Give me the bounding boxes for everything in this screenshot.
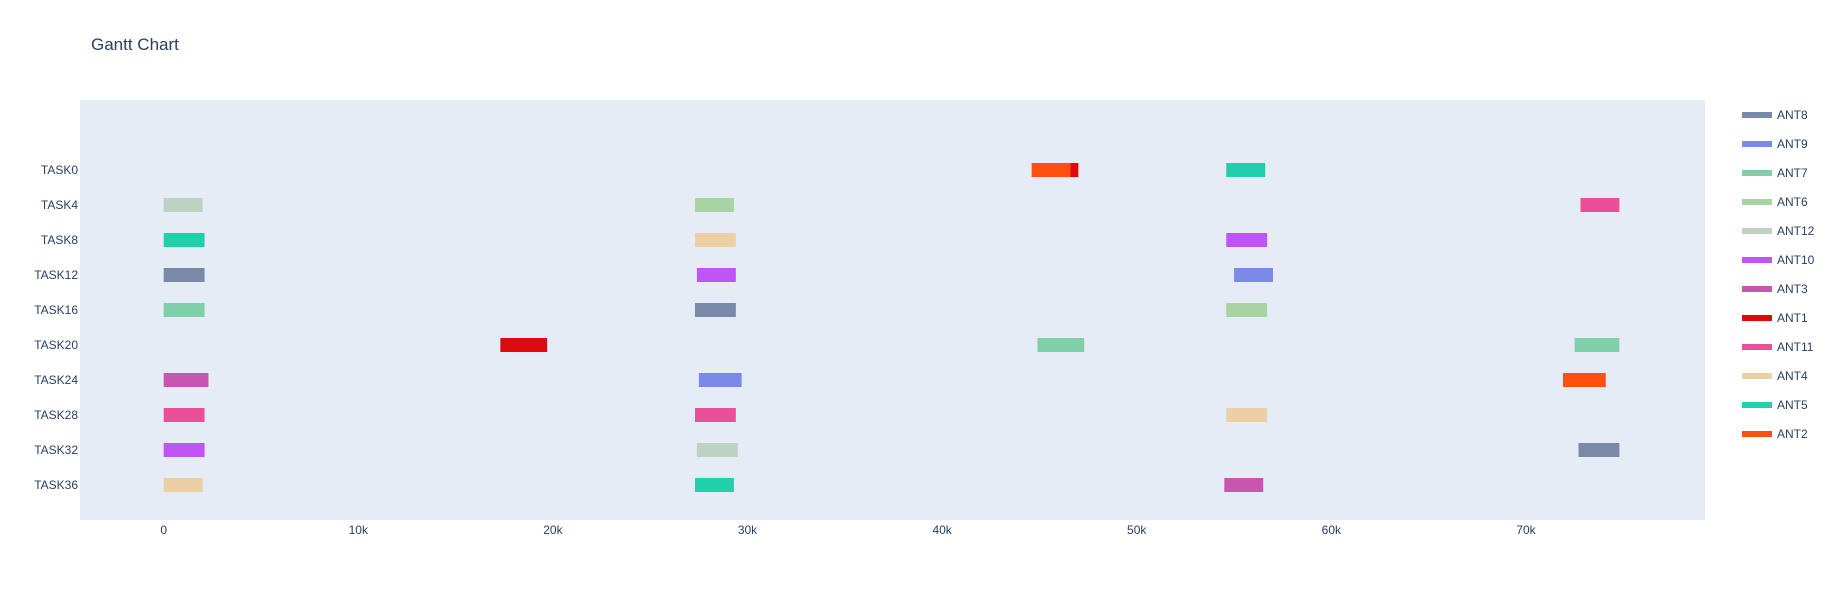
bar-task16-ant6[interactable] [1226, 303, 1268, 317]
y-axis: TASK0 TASK4 TASK8 TASK12 TASK16 TASK20 TASK24 T… [34, 163, 78, 492]
y-tick-label-task28: TASK28 [34, 408, 78, 422]
y-tick-label-task32: TASK32 [34, 443, 78, 457]
legend-item-ant4[interactable]: ANT4 [1742, 369, 1808, 383]
legend-swatch [1742, 373, 1772, 379]
legend-item-ant3[interactable]: ANT3 [1742, 282, 1808, 296]
legend-label: ANT1 [1777, 311, 1808, 325]
legend-item-ant12[interactable]: ANT12 [1742, 224, 1815, 238]
bar-task36-ant3[interactable] [1224, 478, 1264, 492]
bar-task32-ant8[interactable] [1578, 443, 1620, 457]
y-tick-label-task12: TASK12 [34, 268, 78, 282]
bar-task20-ant1[interactable] [500, 338, 548, 352]
legend-swatch [1742, 112, 1772, 118]
legend-item-ant7[interactable]: ANT7 [1742, 166, 1808, 180]
bar-task4-ant12[interactable] [163, 198, 203, 212]
x-tick-label: 40k [932, 523, 952, 537]
bar-task0-ant2[interactable] [1031, 163, 1073, 177]
bar-task36-ant4[interactable] [163, 478, 203, 492]
x-axis: 0 10k 20k 30k 40k 50k 60k 70k [160, 523, 1536, 537]
bars-layer [163, 163, 1620, 492]
legend-item-ant1[interactable]: ANT1 [1742, 311, 1808, 325]
legend-item-ant11[interactable]: ANT11 [1742, 340, 1814, 354]
legend-label: ANT10 [1777, 253, 1815, 267]
bar-task8-ant5[interactable] [163, 233, 205, 247]
bar-task36-ant5[interactable] [694, 478, 734, 492]
legend[interactable]: ANT8 ANT9 ANT7 ANT6 ANT12 ANT10 ANT3 ANT1 ANT11 A… [1742, 108, 1815, 441]
legend-item-ant9[interactable]: ANT9 [1742, 137, 1808, 151]
bar-task20-ant7[interactable] [1574, 338, 1620, 352]
y-tick-label-task20: TASK20 [34, 338, 78, 352]
legend-label: ANT2 [1777, 427, 1808, 441]
legend-swatch [1742, 402, 1772, 408]
bar-task24-ant9[interactable] [698, 373, 742, 387]
x-tick-label: 0 [160, 523, 167, 537]
legend-label: ANT8 [1777, 108, 1808, 122]
y-tick-label-task16: TASK16 [34, 303, 78, 317]
bar-task4-ant11[interactable] [1580, 198, 1620, 212]
bar-task0-ant1[interactable] [1070, 163, 1079, 177]
x-tick-label: 30k [738, 523, 758, 537]
legend-label: ANT7 [1777, 166, 1808, 180]
y-tick-label-task36: TASK36 [34, 478, 78, 492]
bar-task24-ant2[interactable] [1562, 373, 1606, 387]
bar-task16-ant7[interactable] [163, 303, 205, 317]
bar-task20-ant7[interactable] [1037, 338, 1085, 352]
legend-item-ant8[interactable]: ANT8 [1742, 108, 1808, 122]
x-tick-label: 60k [1322, 523, 1342, 537]
legend-swatch [1742, 170, 1772, 176]
x-tick-label: 50k [1127, 523, 1147, 537]
y-tick-label-task8: TASK8 [41, 233, 78, 247]
bar-task12-ant8[interactable] [163, 268, 205, 282]
legend-label: ANT3 [1777, 282, 1808, 296]
bar-task32-ant10[interactable] [163, 443, 205, 457]
legend-item-ant6[interactable]: ANT6 [1742, 195, 1808, 209]
x-tick-label: 70k [1516, 523, 1536, 537]
legend-item-ant2[interactable]: ANT2 [1742, 427, 1808, 441]
y-tick-label-task0: TASK0 [41, 163, 78, 177]
bar-task28-ant4[interactable] [1226, 408, 1268, 422]
legend-swatch [1742, 199, 1772, 205]
bar-task24-ant3[interactable] [163, 373, 209, 387]
legend-item-ant5[interactable]: ANT5 [1742, 398, 1808, 412]
legend-swatch [1742, 257, 1772, 263]
legend-label: ANT9 [1777, 137, 1808, 151]
bar-task32-ant12[interactable] [696, 443, 738, 457]
legend-label: ANT4 [1777, 369, 1808, 383]
legend-swatch [1742, 431, 1772, 437]
bar-task28-ant11[interactable] [163, 408, 205, 422]
bar-task8-ant10[interactable] [1226, 233, 1268, 247]
legend-swatch [1742, 286, 1772, 292]
legend-label: ANT5 [1777, 398, 1808, 412]
bar-task28-ant11[interactable] [694, 408, 736, 422]
bar-task4-ant6[interactable] [694, 198, 734, 212]
legend-swatch [1742, 141, 1772, 147]
legend-label: ANT12 [1777, 224, 1815, 238]
bar-task12-ant10[interactable] [696, 268, 736, 282]
y-tick-label-task4: TASK4 [41, 198, 78, 212]
bar-task12-ant9[interactable] [1234, 268, 1273, 282]
bar-task8-ant4[interactable] [694, 233, 736, 247]
bar-task0-ant5[interactable] [1226, 163, 1266, 177]
x-tick-label: 20k [543, 523, 563, 537]
y-tick-label-task24: TASK24 [34, 373, 78, 387]
legend-swatch [1742, 315, 1772, 321]
bar-task16-ant8[interactable] [694, 303, 736, 317]
legend-label: ANT11 [1777, 340, 1814, 354]
legend-swatch [1742, 344, 1772, 350]
legend-item-ant10[interactable]: ANT10 [1742, 253, 1815, 267]
legend-swatch [1742, 228, 1772, 234]
x-tick-label: 10k [349, 523, 369, 537]
chart-title: Gantt Chart [91, 35, 179, 54]
plot-area[interactable] [80, 100, 1705, 520]
legend-label: ANT6 [1777, 195, 1808, 209]
